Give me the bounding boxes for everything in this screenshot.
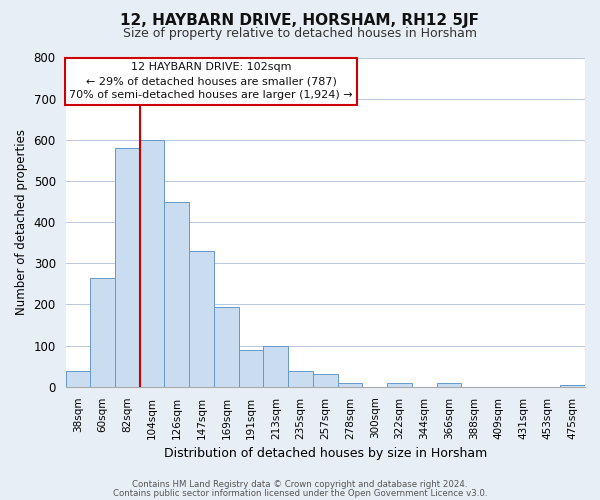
Bar: [90, 278, 115, 387]
Y-axis label: Number of detached properties: Number of detached properties: [15, 129, 28, 315]
Bar: [189, 251, 214, 387]
Bar: [560, 385, 585, 387]
Bar: [288, 371, 313, 387]
Bar: [239, 350, 263, 387]
Bar: [164, 202, 189, 387]
Text: 12 HAYBARN DRIVE: 102sqm
← 29% of detached houses are smaller (787)
70% of semi-: 12 HAYBARN DRIVE: 102sqm ← 29% of detach…: [69, 62, 353, 100]
Bar: [214, 306, 239, 387]
Bar: [263, 346, 288, 387]
Bar: [338, 382, 362, 387]
Bar: [140, 140, 164, 387]
Bar: [313, 374, 338, 387]
Bar: [387, 382, 412, 387]
Bar: [437, 382, 461, 387]
Text: 12, HAYBARN DRIVE, HORSHAM, RH12 5JF: 12, HAYBARN DRIVE, HORSHAM, RH12 5JF: [121, 12, 479, 28]
X-axis label: Distribution of detached houses by size in Horsham: Distribution of detached houses by size …: [164, 447, 487, 460]
Text: Contains HM Land Registry data © Crown copyright and database right 2024.: Contains HM Land Registry data © Crown c…: [132, 480, 468, 489]
Text: Contains public sector information licensed under the Open Government Licence v3: Contains public sector information licen…: [113, 488, 487, 498]
Bar: [115, 148, 140, 387]
Text: Size of property relative to detached houses in Horsham: Size of property relative to detached ho…: [123, 28, 477, 40]
Bar: [65, 371, 90, 387]
